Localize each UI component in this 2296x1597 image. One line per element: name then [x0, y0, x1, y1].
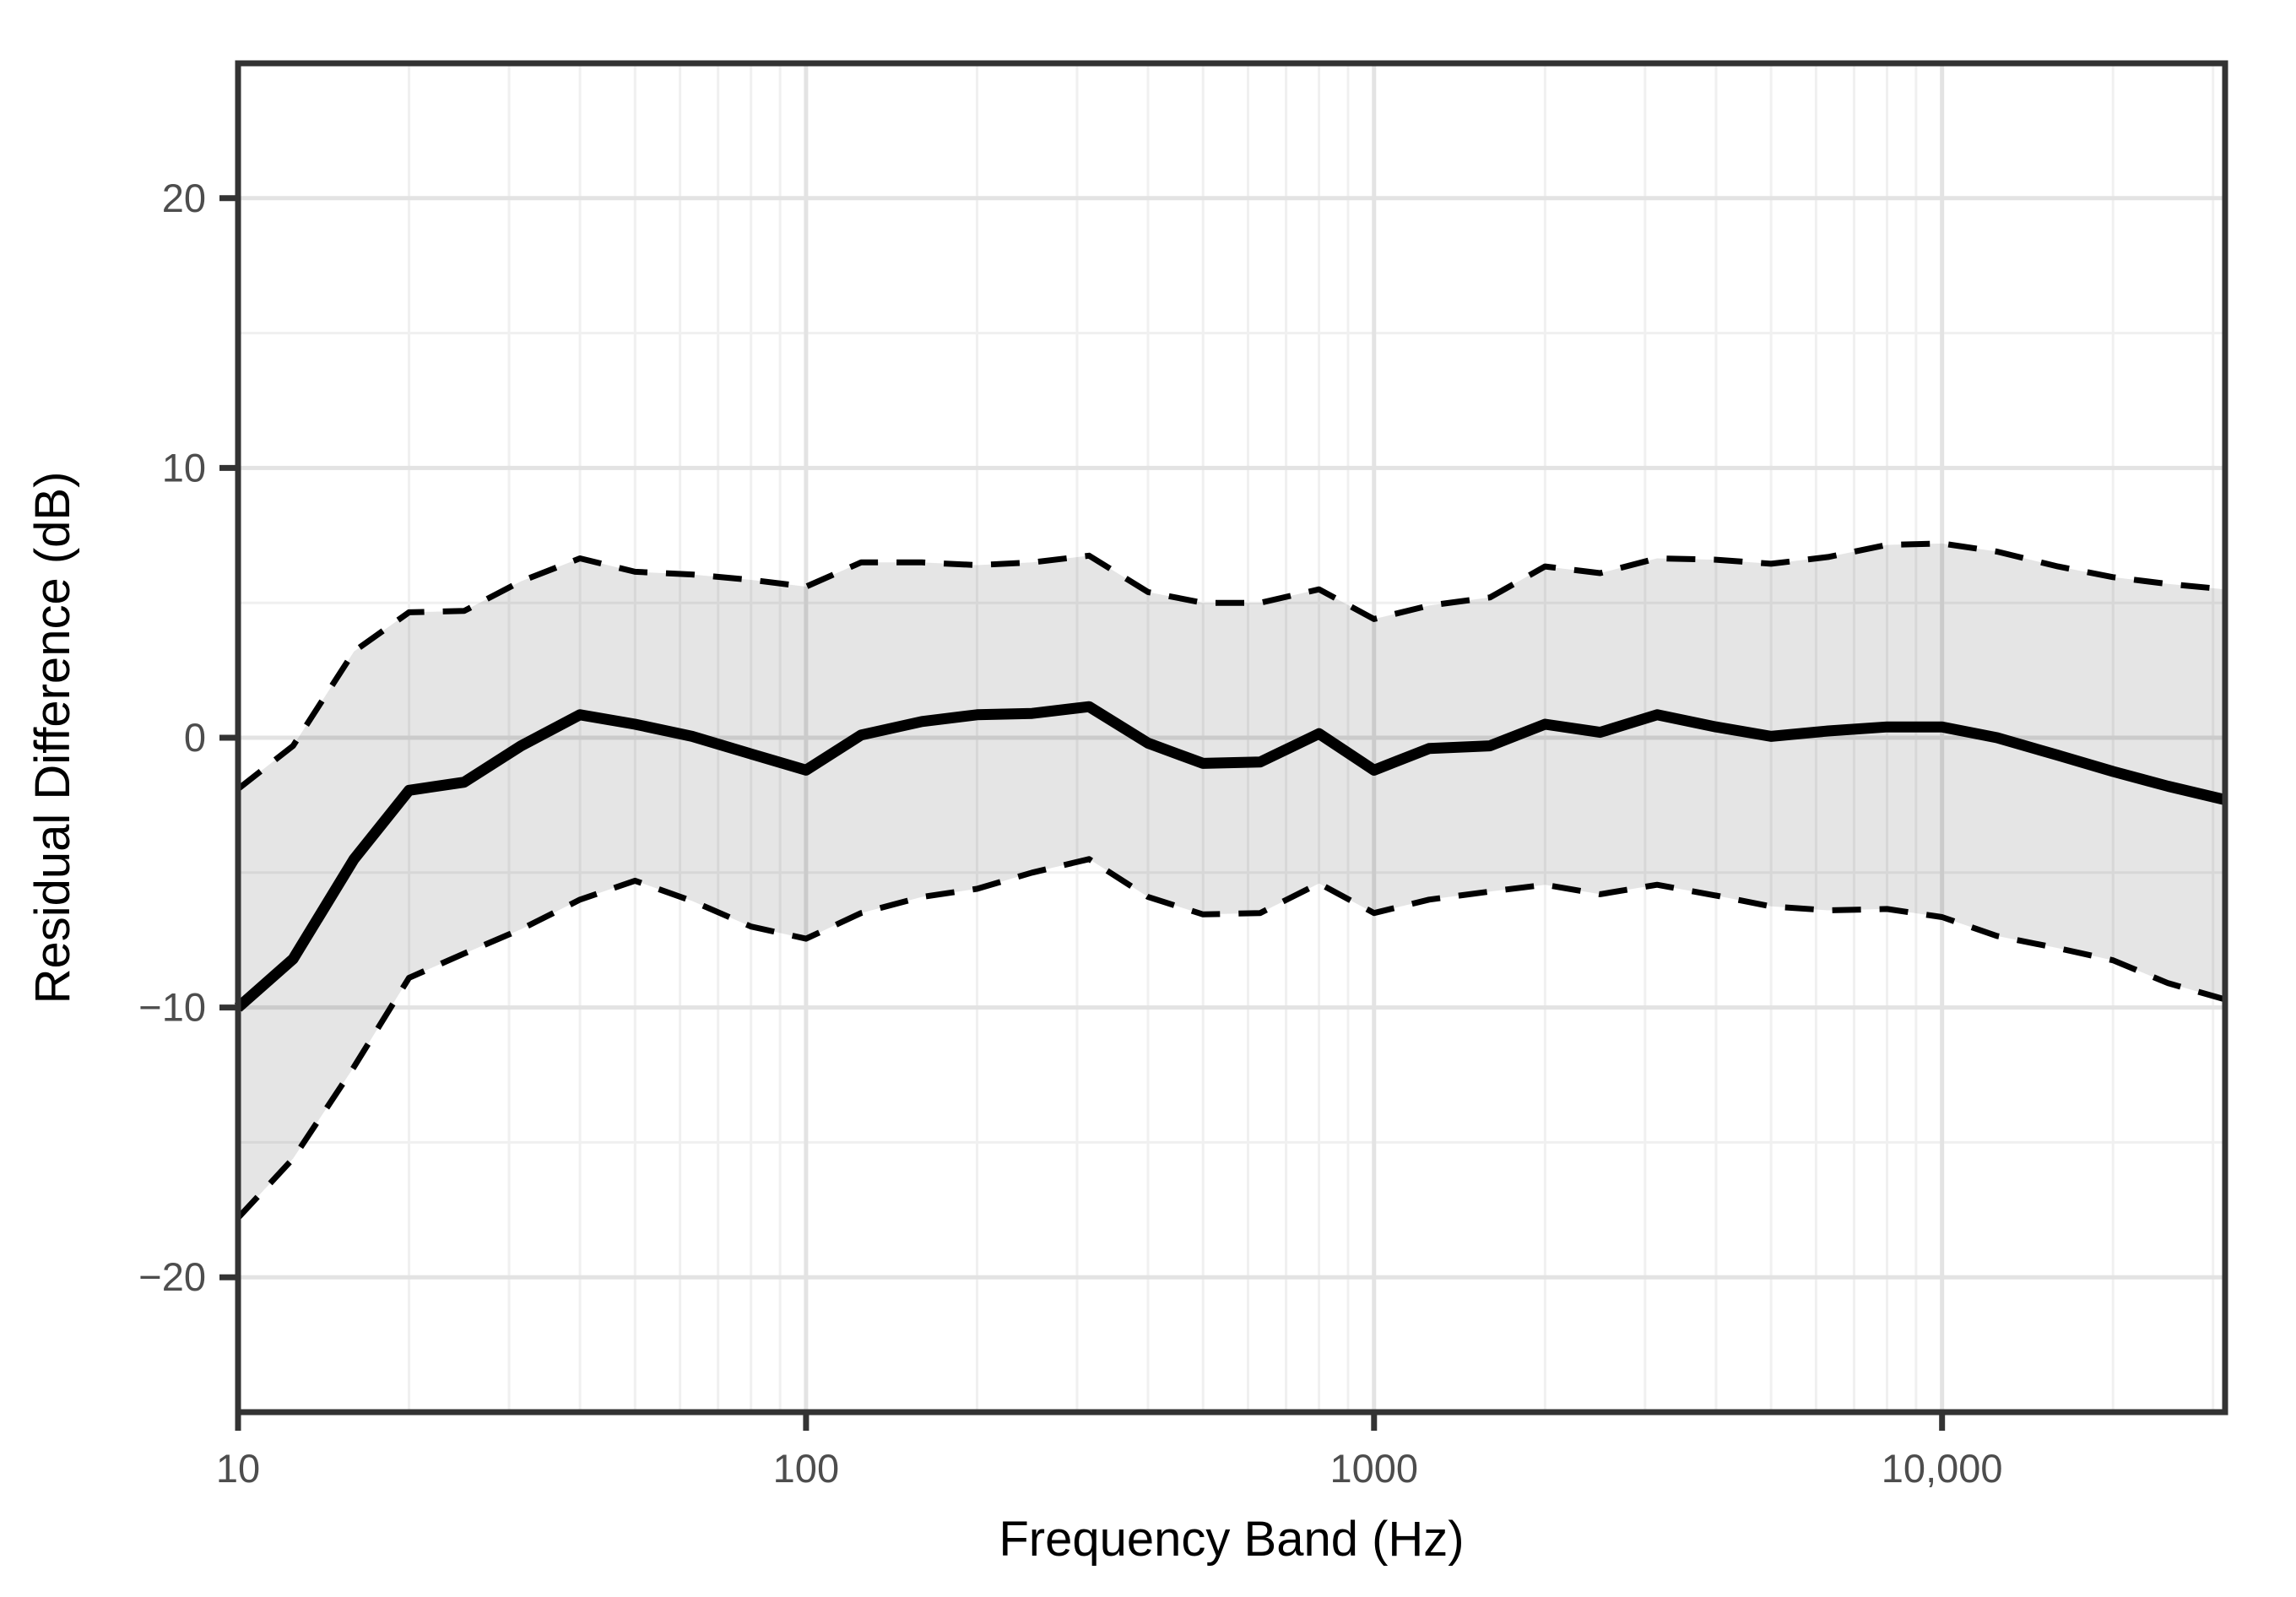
- y-tick-label: −10: [138, 985, 206, 1030]
- x-axis-title: Frequency Band (Hz): [999, 1512, 1465, 1567]
- lower-ci-line: [236, 856, 2226, 1221]
- y-tick-label: 20: [162, 176, 206, 220]
- mean-line: [234, 701, 2227, 1012]
- x-tick-label: 10,000: [1882, 1446, 2003, 1491]
- y-tick-label: −20: [138, 1254, 206, 1299]
- x-tick-label: 100: [773, 1446, 839, 1491]
- y-axis-title: Residual Difference (dB): [25, 471, 80, 1004]
- x-tick-label: 1000: [1330, 1446, 1419, 1491]
- upper-ci-line: [236, 540, 2226, 792]
- confidence-ribbon: [238, 543, 2225, 1218]
- y-tick-label: 10: [162, 445, 206, 490]
- y-tick-label: 0: [184, 715, 206, 760]
- x-tick-label: 10: [216, 1446, 260, 1491]
